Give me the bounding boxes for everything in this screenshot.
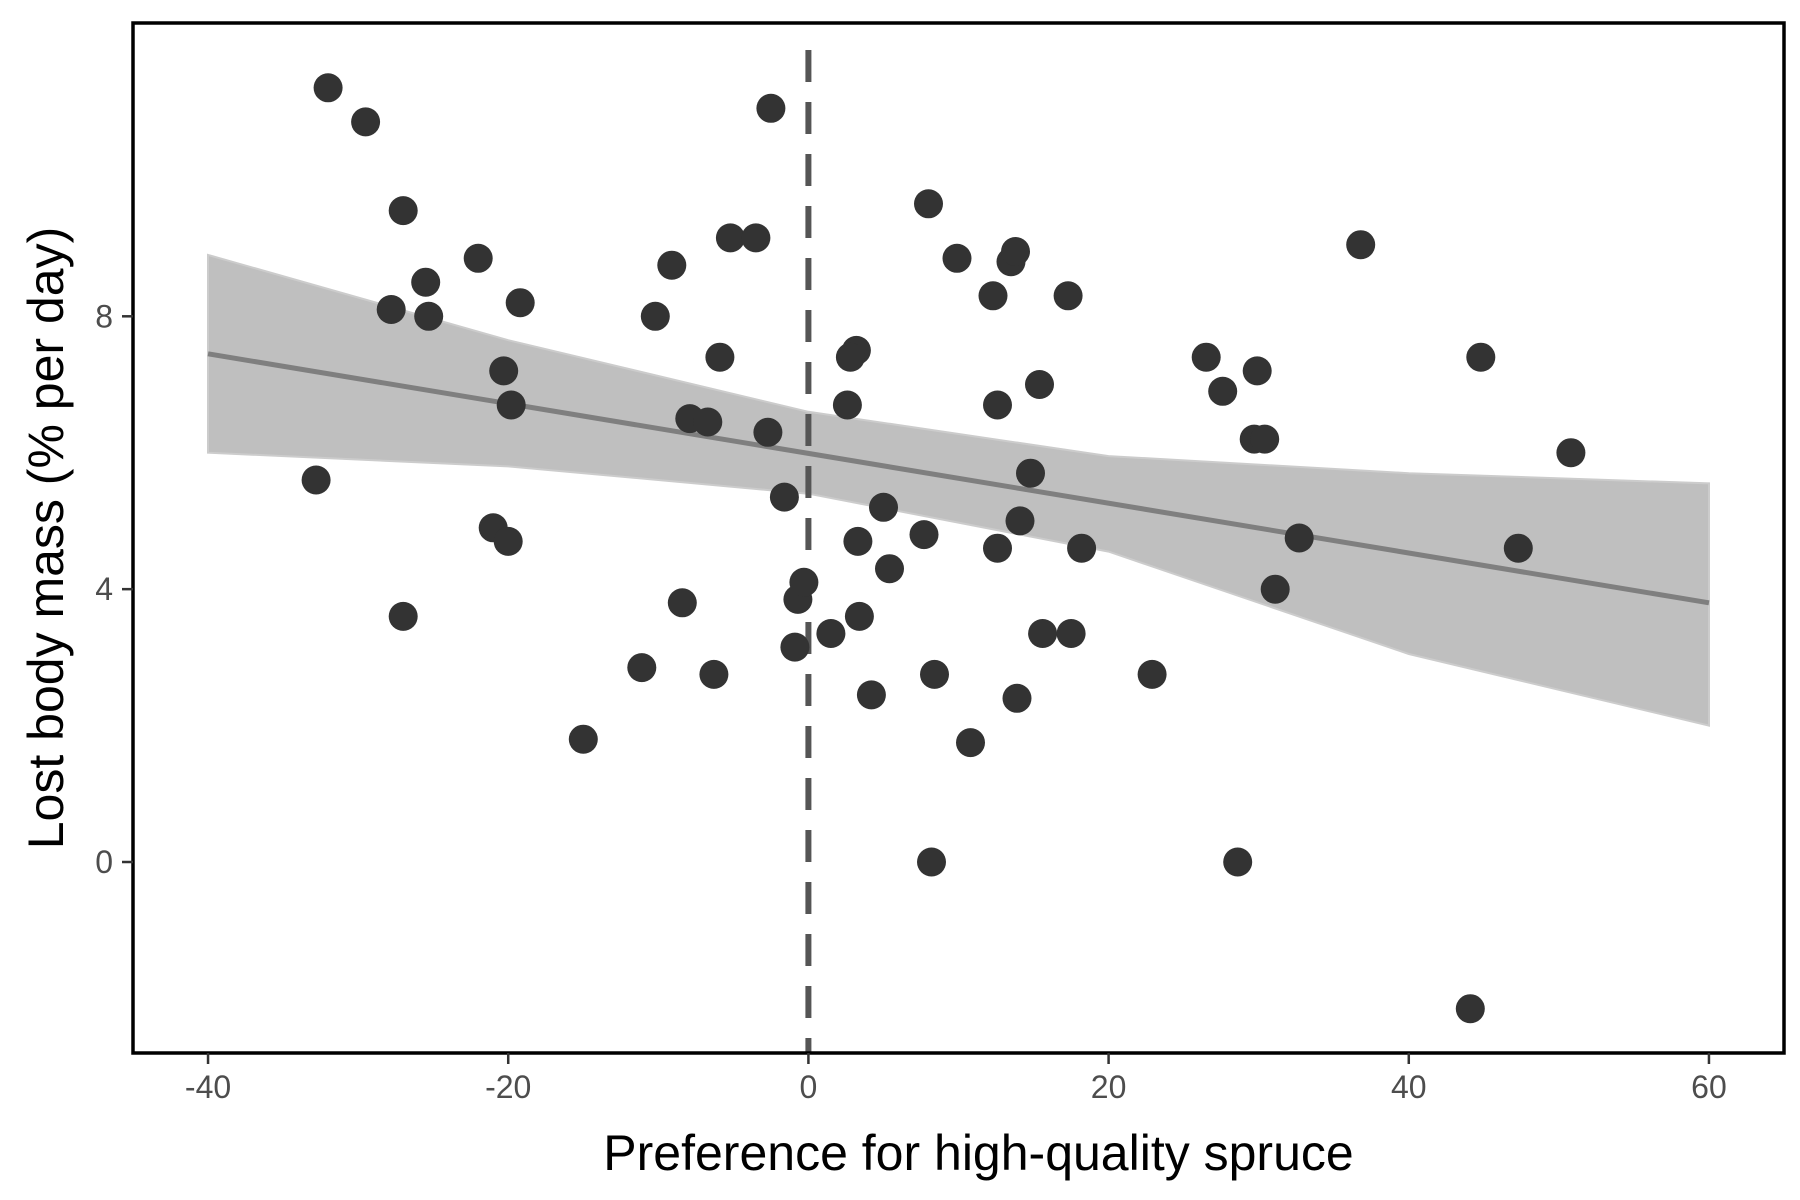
- x-axis-title: Preference for high-quality spruce: [603, 1125, 1353, 1181]
- data-point: [875, 554, 904, 584]
- data-point: [1503, 533, 1533, 563]
- data-point: [715, 223, 745, 253]
- data-point: [1466, 342, 1496, 372]
- data-point: [917, 847, 946, 877]
- data-point: [301, 465, 331, 495]
- y-tick-label: 4: [95, 571, 113, 607]
- data-point: [920, 659, 949, 689]
- data-point: [1056, 619, 1086, 648]
- y-tick-label: 0: [95, 844, 113, 880]
- data-point: [496, 390, 526, 420]
- data-point: [351, 107, 381, 137]
- data-point: [1137, 659, 1167, 689]
- x-tick-label: 60: [1691, 1069, 1727, 1105]
- data-point: [978, 281, 1008, 311]
- data-point: [1260, 574, 1290, 604]
- data-point: [414, 301, 444, 331]
- data-point: [1223, 847, 1253, 877]
- data-point: [1028, 619, 1058, 648]
- data-point: [1005, 506, 1035, 536]
- data-point: [844, 601, 874, 631]
- data-point: [983, 390, 1012, 420]
- regression-line: [207, 351, 1710, 606]
- data-point: [1053, 281, 1083, 311]
- data-point: [699, 659, 729, 689]
- x-axis-ticks: -40 -20 0 20 40 60: [185, 1053, 1727, 1105]
- data-point: [756, 93, 786, 123]
- data-point: [983, 533, 1012, 563]
- data-point: [568, 724, 598, 754]
- data-point: [1455, 994, 1485, 1024]
- data-point: [489, 356, 519, 386]
- data-point: [388, 601, 418, 631]
- confidence-band: [207, 253, 1710, 727]
- data-point: [693, 407, 723, 437]
- data-point: [780, 632, 810, 662]
- data-point: [388, 196, 418, 226]
- y-axis-ticks: 0 4 8: [95, 298, 133, 880]
- x-tick-label: 40: [1391, 1069, 1427, 1105]
- data-point: [1001, 237, 1030, 266]
- plot-frame: [131, 21, 1786, 1055]
- data-point: [816, 619, 846, 648]
- data-point: [505, 288, 535, 318]
- data-point: [869, 492, 898, 522]
- data-point: [835, 342, 865, 372]
- data-point: [1242, 356, 1272, 386]
- data-point: [956, 728, 985, 758]
- x-tick-label: 20: [1091, 1069, 1127, 1105]
- x-tick-label: -20: [485, 1069, 531, 1105]
- data-point: [1191, 342, 1221, 372]
- data-point: [667, 588, 697, 618]
- data-point: [657, 250, 687, 280]
- data-point: [769, 482, 799, 512]
- data-points: [301, 73, 1586, 1024]
- data-point: [1284, 523, 1314, 553]
- data-point: [705, 342, 735, 372]
- data-point: [832, 390, 862, 420]
- data-point: [313, 73, 343, 103]
- data-point: [909, 520, 939, 550]
- y-tick-label: 8: [95, 298, 113, 334]
- data-point: [376, 295, 406, 324]
- regression-line-path: [207, 351, 1710, 606]
- data-point: [627, 653, 657, 683]
- y-axis-title: Lost body mass (% per day): [18, 227, 74, 850]
- data-point: [1208, 376, 1238, 406]
- data-point: [411, 267, 441, 297]
- confidence-band-area: [207, 253, 1710, 727]
- x-tick-label: 0: [800, 1069, 818, 1105]
- data-point: [1002, 683, 1032, 713]
- data-point: [1067, 533, 1097, 563]
- data-point: [1250, 424, 1280, 454]
- data-point: [914, 189, 943, 219]
- data-point: [1346, 230, 1376, 260]
- data-point: [640, 301, 670, 331]
- x-tick-label: -40: [185, 1069, 231, 1105]
- data-point: [753, 417, 783, 447]
- data-point: [1025, 370, 1054, 399]
- data-point: [1556, 438, 1586, 468]
- data-point: [942, 243, 972, 273]
- data-point: [463, 243, 493, 273]
- data-point: [789, 567, 819, 597]
- data-point: [1016, 458, 1045, 488]
- data-point: [843, 526, 873, 556]
- data-point: [856, 680, 886, 710]
- data-point: [493, 526, 523, 556]
- data-point: [741, 223, 771, 253]
